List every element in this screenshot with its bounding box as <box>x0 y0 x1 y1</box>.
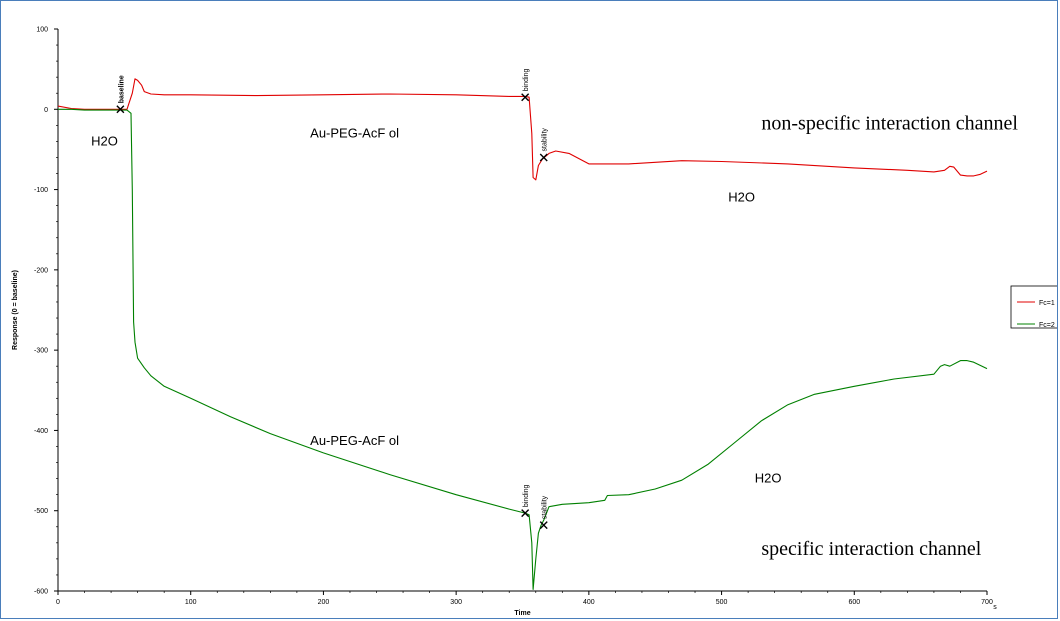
annotation-label: H2O <box>755 471 782 486</box>
x-tick-label: 200 <box>318 599 330 606</box>
y-tick-label: -500 <box>34 508 48 515</box>
marker-binding: binding <box>521 69 530 102</box>
marker-stability: stability <box>539 128 549 162</box>
y-tick-label: -300 <box>34 348 48 355</box>
marker-binding: binding <box>521 484 530 518</box>
y-tick-label: -600 <box>34 589 48 596</box>
marker-cross <box>116 105 125 114</box>
legend-label-fc1: Fc=1 <box>1039 300 1055 307</box>
annotation-layer: H2O Au-PEG-AcF ol non-specific interaction… <box>91 112 1018 560</box>
x-tick-label: 600 <box>848 599 860 606</box>
marker-baseline: baseline <box>116 75 125 114</box>
marker-label: stability <box>542 495 549 519</box>
annotation-label: non-specific interaction channel <box>761 112 1018 134</box>
series-line-fc2 <box>58 108 988 590</box>
series-layer <box>57 78 988 590</box>
marker-cross <box>521 93 530 102</box>
x-tick-label: 0 <box>56 599 60 606</box>
x-tick-label: 700 <box>981 599 993 606</box>
y-ticks: 100 0 -100 -200 -300 -400 -500 -600 <box>34 27 58 596</box>
y-tick-label: -400 <box>34 428 48 435</box>
legend-box <box>1010 285 1057 329</box>
marker-layer: baseline binding stability binding stability <box>116 69 549 530</box>
annotation-label: H2O <box>91 133 118 148</box>
y-tick-label: 0 <box>44 107 48 114</box>
annotation-label: H2O <box>728 190 755 205</box>
marker-stability: stability <box>539 495 549 530</box>
annotation-label: specific interaction channel <box>761 538 981 560</box>
marker-label: binding <box>523 69 530 92</box>
x-tick-label: 300 <box>450 599 462 606</box>
x-tick-label: 400 <box>583 599 595 606</box>
marker-label: binding <box>523 484 530 507</box>
marker-cross <box>539 521 548 530</box>
y-axis-title: Response (0 = baseline) <box>12 270 19 350</box>
x-axis-title: Time <box>514 610 530 617</box>
legend: Fc=1 Fc=2 <box>1010 285 1057 329</box>
legend-label-fc2: Fc=2 <box>1039 322 1055 329</box>
x-tick-label: 500 <box>716 599 728 606</box>
annotation-label: Au-PEG-AcF ol <box>310 125 399 140</box>
axes: 0 100 200 300 400 500 600 700 100 0 -100 -200 -300 -… <box>12 27 997 618</box>
series-line-fc1 <box>57 78 988 181</box>
marker-cross <box>539 153 548 162</box>
y-tick-label: 100 <box>36 27 48 34</box>
marker-label: baseline <box>118 75 125 103</box>
marker-label: stability <box>542 128 549 152</box>
x-tick-label: 100 <box>185 599 197 606</box>
annotation-label: Au-PEG-AcF ol <box>310 433 399 448</box>
marker-cross <box>521 509 530 518</box>
y-tick-label: -100 <box>34 187 48 194</box>
y-tick-label: -200 <box>34 267 48 274</box>
x-ticks: 0 100 200 300 400 500 600 700 <box>56 591 993 606</box>
x-axis-unit: s <box>993 604 997 611</box>
